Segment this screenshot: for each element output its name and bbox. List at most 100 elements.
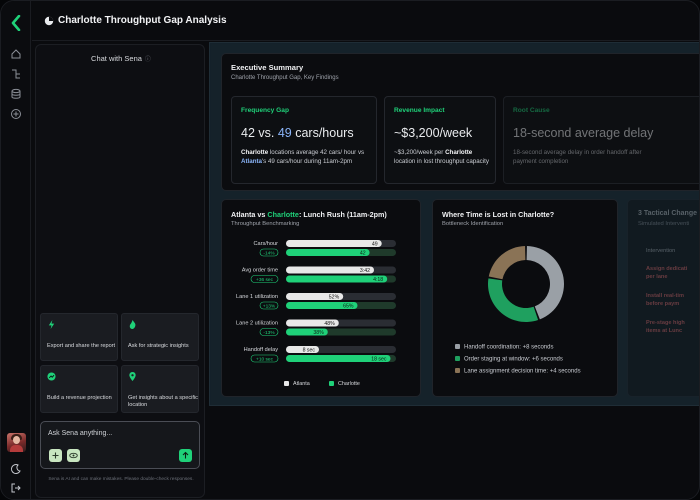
donut-legend-handoff: Handoff coordination: +8 seconds [455,344,553,351]
donut-legend-lane: Lane assignment decision time: +4 second… [455,368,581,375]
delta-label: -14% [263,250,275,256]
exec-title: Executive Summary [231,63,304,72]
category-label: Cars/hour [253,241,278,247]
theme-icon[interactable] [10,463,22,475]
bar-atlanta-label: 8 sec [303,347,316,353]
delta-badge [259,328,279,336]
donut-title: Where Time is Lost in Charlotte? [442,210,555,219]
kpi-root-desc: 18-second average delay in order handoff… [513,149,642,165]
kpi-root-cause: Root Cause 18-second average delay 18-se… [503,96,699,184]
top-bar: Charlotte Throughput Gap Analysis [32,1,699,41]
tactical-row: Intervention [646,248,676,254]
tactical-row: Install real-tim [646,293,684,299]
bar-charlotte [286,302,358,309]
attach-button[interactable] [49,449,62,462]
pie-chart-icon [44,16,54,26]
category-label: Avg order time [242,268,278,274]
benchmark-bar-chart: Cars/hour -14% 49 42 Avg order time +36 sec 3:… [236,240,396,363]
location-icon [129,372,136,381]
bar-charlotte-label: 4:18 [373,277,383,283]
bar-atlanta [286,319,339,327]
bar-charlotte [286,275,388,283]
kpi-root-value: 18-second average delay [513,126,654,140]
bar-charlotte [286,249,370,256]
bar-atlanta [286,293,344,300]
arrow-up-icon [182,451,189,459]
delta-badge [250,354,279,363]
kpi-frequency-value: 42 vs. 49 cars/hours [241,126,354,140]
home-icon[interactable] [10,48,22,60]
suggestion-location[interactable]: Get insights about a specific location [121,365,199,413]
delta-label: +36 sec [256,277,274,283]
delta-label: +10 sec [256,356,274,362]
bar-charlotte-label: 65% [343,303,354,309]
bar-atlanta-label: 49 [372,241,378,247]
suggestion-revenue[interactable]: Build a revenue projection [40,365,118,413]
bar-charlotte [286,328,328,336]
eye-icon [69,452,78,459]
add-icon[interactable] [10,108,22,120]
tactical-row: Assign dedicati [646,266,688,272]
logo-icon[interactable] [10,15,22,31]
kpi-revenue-desc: ~$3,200/week per Charlotte location in l… [394,149,489,165]
bar-charlotte [286,355,391,362]
disclaimer: Sena is AI and can make mistakes. Please… [48,477,194,482]
bar-charlotte-label: 38% [313,330,324,336]
bar-charlotte-label: 42 [360,250,366,256]
benchmark-subtitle: Throughput Benchmarking [231,221,300,227]
donut-slice [526,246,564,320]
tactical-row: before paym [646,301,680,307]
tactical-title: 3 Tactical Change [638,210,698,217]
bar-charlotte-label: 18 sec [371,356,387,362]
time-lost-card: Where Time is Lost in Charlotte? Bottlen… [432,199,618,397]
tactical-row: items at Lunc [646,328,683,334]
flame-icon [129,320,136,329]
send-button[interactable] [179,449,192,462]
kpi-frequency-gap: Frequency Gap 42 vs. 49 cars/hours Charl… [231,96,377,184]
chat-input-placeholder: Ask Sena anything... [48,430,113,437]
legend-charlotte: Charlotte [329,381,360,387]
left-rail [1,1,31,499]
logout-icon[interactable] [10,482,22,494]
donut-slice [488,246,526,280]
delta-label: +13% [263,303,276,309]
benchmark-title: Atlanta vs Charlotte: Lunch Rush (11am-2… [231,210,387,219]
category-label: Handoff delay [244,347,279,353]
suggestion-export[interactable]: Export and share the report [40,313,118,361]
kpi-revenue-value: ~$3,200/week [394,126,473,140]
kpi-revenue-impact: Revenue Impact ~$3,200/week ~$3,200/week… [384,96,496,184]
delta-badge [250,275,279,283]
bar-atlanta-label: 3:42 [360,268,370,274]
donut-subtitle: Bottleneck Identification [442,221,504,227]
avatar[interactable] [7,433,26,452]
info-icon[interactable]: ⓘ [144,57,151,63]
tactical-changes-card: 3 Tactical Change Simulated Interventi I… [627,199,699,397]
benchmark-card: Atlanta vs Charlotte: Lunch Rush (11am-2… [221,199,421,397]
vision-button[interactable] [67,449,80,462]
category-label: Lane 1 utilization [236,294,278,300]
delta-label: -13% [263,330,275,336]
executive-summary-card: Executive Summary Charlotte Throughput G… [221,53,699,191]
donut-slice [488,278,539,322]
bar-atlanta [286,266,374,274]
database-icon[interactable] [10,88,22,100]
bar-atlanta-label: 52% [329,294,340,300]
category-label: Lane 2 utilization [236,321,278,327]
chat-input[interactable]: Ask Sena anything... [40,421,200,469]
bar-atlanta [286,346,319,353]
delta-badge [259,301,279,310]
donut-legend-staging: Order staging at window: +6 seconds [455,356,563,363]
kpi-frequency-desc: Charlotte locations average 42 cars/ hou… [241,149,365,165]
bar-atlanta [286,240,382,247]
legend-atlanta: Atlanta [284,381,310,387]
chat-title: Chat with Sena ⓘ [91,54,151,63]
trend-icon [47,372,56,381]
flow-icon[interactable] [10,68,22,80]
bolt-icon [48,320,55,329]
tactical-row: per lane [646,274,668,280]
suggestion-insights[interactable]: Ask for strategic insights [121,313,199,361]
exec-subtitle: Charlotte Throughput Gap, Key Findings [231,75,339,81]
tactical-row: Pre-stage high [646,320,685,326]
chat-panel: Chat with Sena ⓘ Export and share the rep… [35,44,205,498]
